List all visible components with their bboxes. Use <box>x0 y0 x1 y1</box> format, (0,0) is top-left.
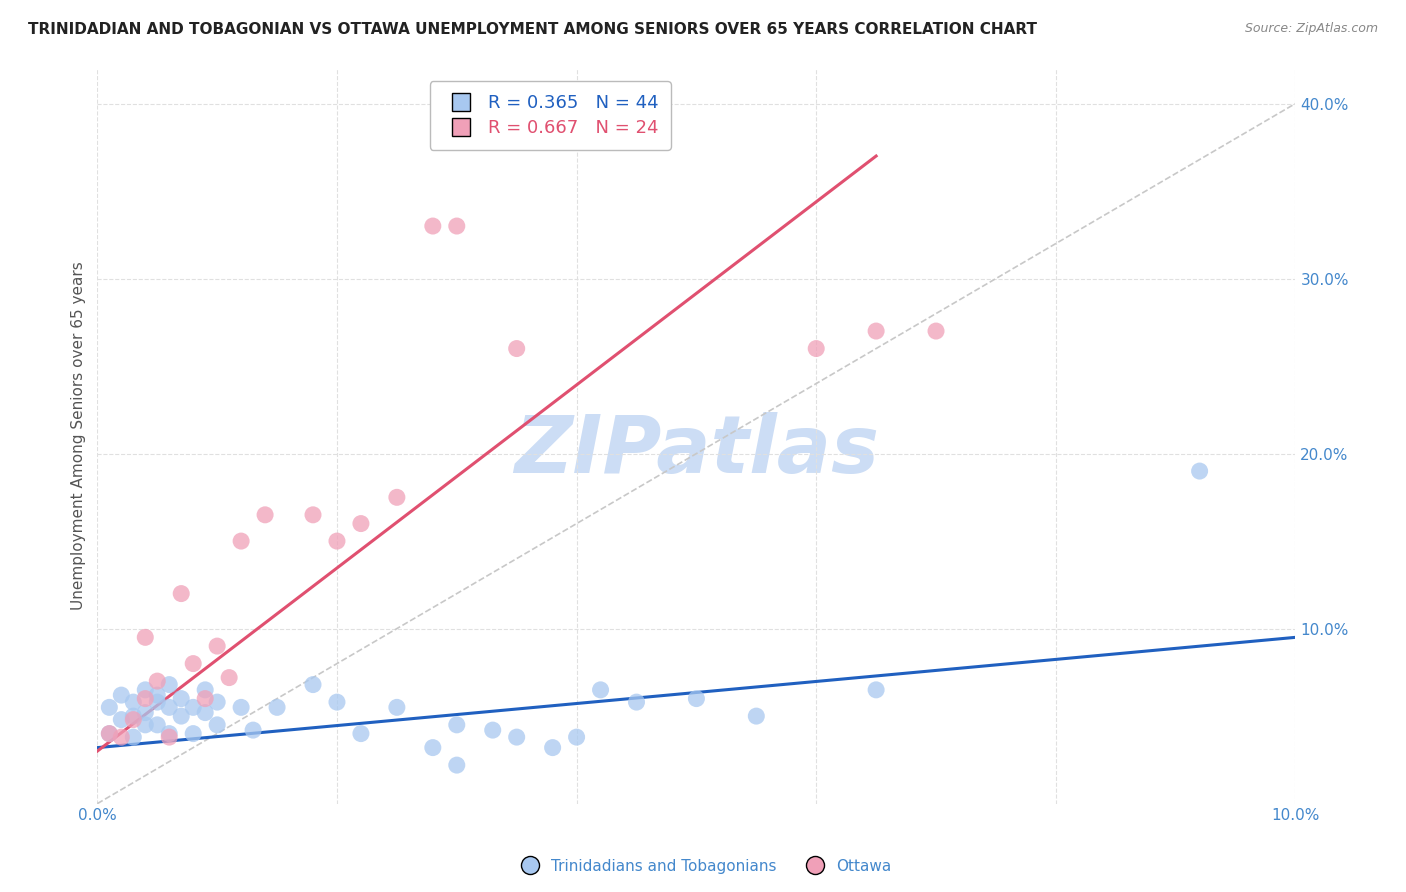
Point <box>134 706 156 720</box>
Text: TRINIDADIAN AND TOBAGONIAN VS OTTAWA UNEMPLOYMENT AMONG SENIORS OVER 65 YEARS CO: TRINIDADIAN AND TOBAGONIAN VS OTTAWA UNE… <box>28 22 1038 37</box>
Point <box>205 639 228 653</box>
Point <box>254 508 277 522</box>
Point <box>385 491 408 505</box>
Point <box>266 700 288 714</box>
Point <box>446 718 468 732</box>
Point <box>865 682 887 697</box>
Point <box>326 695 349 709</box>
Point <box>157 730 180 744</box>
Point <box>685 691 707 706</box>
Point <box>110 688 132 702</box>
Legend: R = 0.365   N = 44, R = 0.667   N = 24: R = 0.365 N = 44, R = 0.667 N = 24 <box>430 81 671 150</box>
Text: ZIPatlas: ZIPatlas <box>515 412 879 490</box>
Point <box>242 723 264 738</box>
Point <box>134 682 156 697</box>
Point <box>170 709 193 723</box>
Point <box>194 682 217 697</box>
Point <box>745 709 768 723</box>
Y-axis label: Unemployment Among Seniors over 65 years: Unemployment Among Seniors over 65 years <box>72 261 86 610</box>
Point <box>134 631 156 645</box>
Point <box>194 691 217 706</box>
Legend: Trinidadians and Tobagonians, Ottawa: Trinidadians and Tobagonians, Ottawa <box>509 853 897 880</box>
Point <box>194 706 217 720</box>
Point <box>806 342 828 356</box>
Point <box>326 534 349 549</box>
Point <box>302 508 325 522</box>
Point <box>626 695 648 709</box>
Point <box>302 677 325 691</box>
Point <box>122 709 145 723</box>
Point <box>122 730 145 744</box>
Point <box>229 700 252 714</box>
Point <box>565 730 588 744</box>
Point <box>98 700 121 714</box>
Point <box>146 688 169 702</box>
Point <box>181 657 204 671</box>
Point <box>157 677 180 691</box>
Point <box>350 516 373 531</box>
Point <box>98 726 121 740</box>
Point <box>205 695 228 709</box>
Point <box>865 324 887 338</box>
Point <box>110 713 132 727</box>
Point <box>229 534 252 549</box>
Point <box>146 674 169 689</box>
Point <box>146 718 169 732</box>
Point <box>122 695 145 709</box>
Point <box>146 695 169 709</box>
Point <box>181 700 204 714</box>
Point <box>170 586 193 600</box>
Point <box>925 324 948 338</box>
Point <box>134 718 156 732</box>
Point <box>422 740 444 755</box>
Point <box>541 740 564 755</box>
Point <box>122 713 145 727</box>
Point <box>134 691 156 706</box>
Point <box>446 219 468 233</box>
Point <box>446 758 468 772</box>
Point <box>481 723 503 738</box>
Point <box>218 671 240 685</box>
Point <box>205 718 228 732</box>
Point <box>157 726 180 740</box>
Point <box>505 730 527 744</box>
Point <box>157 700 180 714</box>
Point <box>350 726 373 740</box>
Point <box>1188 464 1211 478</box>
Point <box>589 682 612 697</box>
Point <box>505 342 527 356</box>
Point <box>422 219 444 233</box>
Point <box>110 730 132 744</box>
Point <box>385 700 408 714</box>
Point <box>181 726 204 740</box>
Point <box>98 726 121 740</box>
Point <box>170 691 193 706</box>
Text: Source: ZipAtlas.com: Source: ZipAtlas.com <box>1244 22 1378 36</box>
